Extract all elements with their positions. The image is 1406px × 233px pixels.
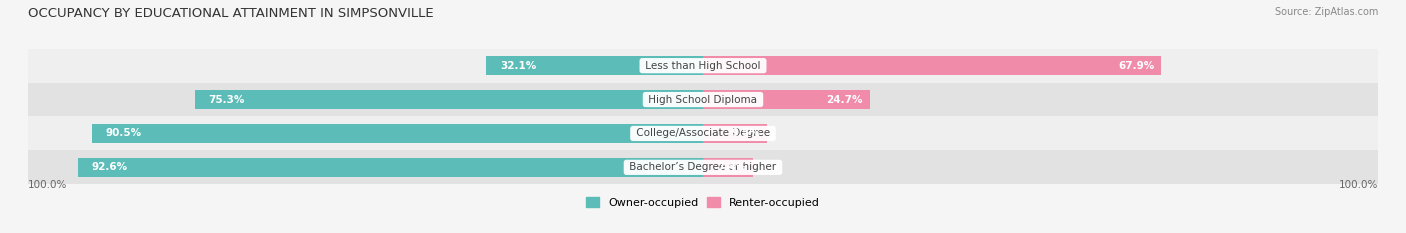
Legend: Owner-occupied, Renter-occupied: Owner-occupied, Renter-occupied bbox=[581, 193, 825, 212]
Text: College/Associate Degree: College/Associate Degree bbox=[633, 128, 773, 138]
Text: 90.5%: 90.5% bbox=[105, 128, 142, 138]
Text: 24.7%: 24.7% bbox=[827, 95, 863, 105]
Bar bbox=[79, 158, 703, 177]
Text: OCCUPANCY BY EDUCATIONAL ATTAINMENT IN SIMPSONVILLE: OCCUPANCY BY EDUCATIONAL ATTAINMENT IN S… bbox=[28, 7, 433, 20]
Text: 67.9%: 67.9% bbox=[1118, 61, 1154, 71]
Bar bbox=[703, 56, 1161, 75]
Text: 92.6%: 92.6% bbox=[91, 162, 128, 172]
Bar bbox=[93, 124, 703, 143]
Bar bbox=[28, 49, 1378, 83]
Bar bbox=[195, 90, 703, 109]
Text: 7.4%: 7.4% bbox=[717, 162, 747, 172]
Bar bbox=[486, 56, 703, 75]
Bar bbox=[28, 150, 1378, 184]
Bar bbox=[28, 83, 1378, 116]
Text: 100.0%: 100.0% bbox=[1339, 180, 1378, 190]
Bar bbox=[28, 116, 1378, 150]
Text: 9.5%: 9.5% bbox=[731, 128, 761, 138]
Text: 100.0%: 100.0% bbox=[28, 180, 67, 190]
Text: Less than High School: Less than High School bbox=[643, 61, 763, 71]
Bar bbox=[703, 124, 768, 143]
Text: 32.1%: 32.1% bbox=[501, 61, 536, 71]
Text: 75.3%: 75.3% bbox=[208, 95, 245, 105]
Text: High School Diploma: High School Diploma bbox=[645, 95, 761, 105]
Text: Source: ZipAtlas.com: Source: ZipAtlas.com bbox=[1274, 7, 1378, 17]
Bar bbox=[703, 158, 754, 177]
Bar bbox=[703, 90, 870, 109]
Text: Bachelor’s Degree or higher: Bachelor’s Degree or higher bbox=[626, 162, 780, 172]
